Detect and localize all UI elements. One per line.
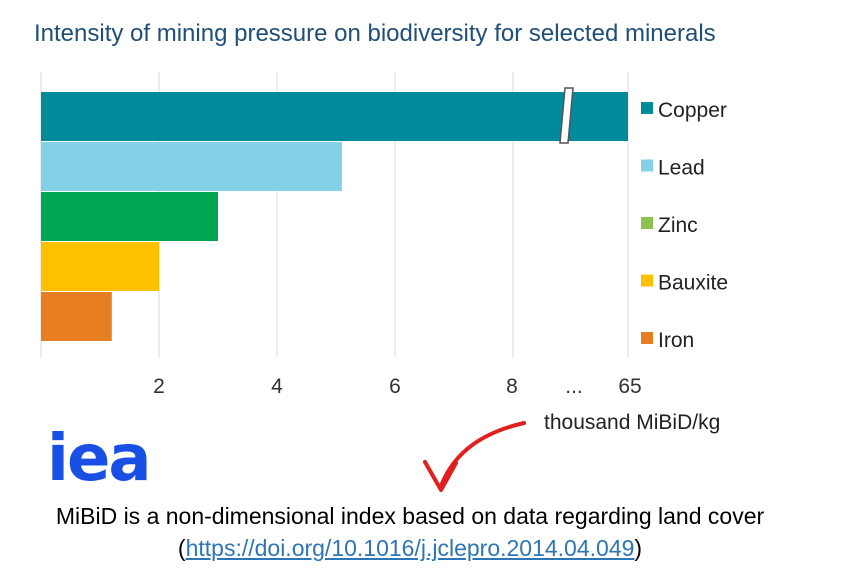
x-tick-label: 65	[618, 375, 641, 398]
legend: Copper Lead Zinc Bauxite Iron	[641, 99, 728, 352]
legend-label-copper: Copper	[658, 99, 727, 122]
bar-lead	[41, 142, 342, 191]
footnote-text-end: )	[634, 535, 643, 561]
legend-label-iron: Iron	[658, 329, 694, 352]
axis-break	[559, 87, 574, 144]
legend-swatch-iron	[641, 332, 653, 344]
legend-swatch-copper	[641, 102, 653, 114]
bar-copper	[41, 92, 628, 141]
x-tick-label: 4	[271, 375, 283, 398]
chart-title: Intensity of mining pressure on biodiver…	[34, 20, 716, 47]
x-tick-label: 2	[153, 375, 165, 398]
bar-zinc	[41, 192, 218, 241]
x-tick-labels: 2 4 6 8... 65	[153, 375, 642, 398]
axis-break-mark	[559, 87, 574, 144]
x-tick-label: 8	[506, 375, 518, 398]
red-arrow-annotation	[423, 421, 526, 492]
x-tick-label: ...	[565, 375, 583, 398]
doi-link[interactable]: https://doi.org/10.1016/j.jclepro.2014.0…	[185, 535, 635, 561]
legend-label-bauxite: Bauxite	[658, 272, 728, 295]
legend-swatch-zinc	[641, 217, 653, 229]
legend-label-zinc: Zinc	[658, 214, 698, 237]
x-tick-label: 6	[389, 375, 401, 398]
legend-swatch-lead	[641, 159, 653, 172]
footnote: MiBiD is a non-dimensional index based o…	[0, 500, 820, 564]
bar-iron	[41, 292, 112, 341]
footnote-text: MiBiD is a non-dimensional index based o…	[55, 503, 765, 561]
bar-bauxite	[41, 242, 159, 291]
bars	[41, 92, 628, 341]
legend-swatch-bauxite	[641, 274, 653, 287]
x-axis-unit-label: thousand MiBiD/kg	[544, 411, 720, 434]
iea-logo: iea	[47, 422, 152, 496]
legend-label-lead: Lead	[658, 157, 705, 180]
